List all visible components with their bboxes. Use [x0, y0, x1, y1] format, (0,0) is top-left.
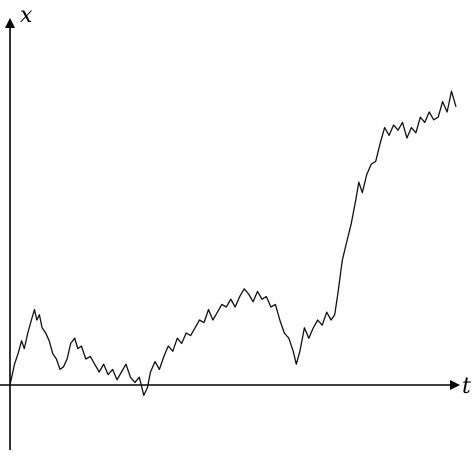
axes	[0, 18, 460, 450]
x-axis-arrow-icon	[450, 380, 460, 390]
x-axis-label: t	[462, 374, 471, 399]
series-line	[9, 90, 457, 397]
y-axis-arrow-icon	[5, 18, 15, 28]
y-axis-label: x	[20, 3, 33, 28]
